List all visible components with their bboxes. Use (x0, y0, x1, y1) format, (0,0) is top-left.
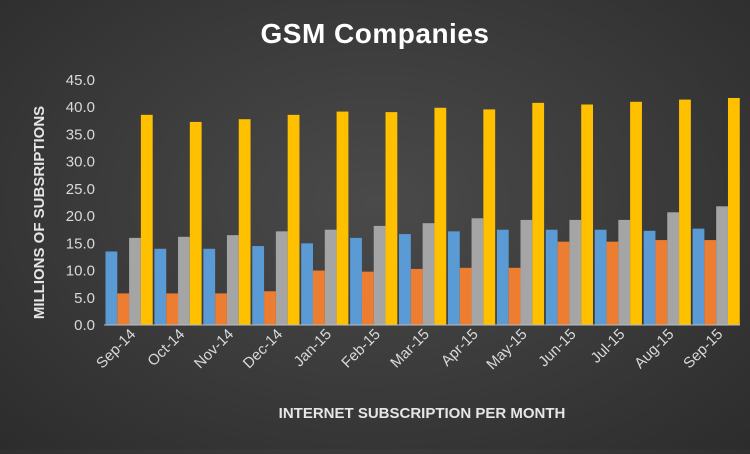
bar (275, 231, 288, 325)
bar (189, 121, 202, 325)
bar (312, 270, 325, 325)
bar (140, 114, 153, 325)
bar (594, 229, 607, 325)
x-tick-label: Sep-15 (680, 326, 726, 372)
bar (483, 109, 496, 326)
bar (301, 243, 313, 325)
y-tick-label: 45.0 (66, 72, 95, 89)
bar (447, 231, 460, 325)
y-tick-label: 15.0 (66, 235, 95, 252)
bar (434, 107, 447, 326)
x-tick-label: Dec-14 (240, 326, 286, 372)
bar (399, 234, 411, 325)
x-tick-label: Sep-14 (93, 326, 139, 372)
bar (410, 268, 423, 325)
bar (532, 102, 545, 325)
x-tick-label: May-15 (483, 326, 530, 373)
bar (215, 293, 227, 325)
x-tick-label: Jan-15 (291, 326, 335, 370)
bar (324, 229, 337, 325)
bar (643, 230, 656, 325)
bar (471, 218, 484, 325)
bar (287, 114, 300, 325)
x-tick-label: Mar-15 (387, 326, 433, 372)
x-tick-label: Apr-15 (438, 326, 482, 370)
x-tick-label: Oct-14 (144, 326, 188, 370)
y-tick-label: 20.0 (66, 208, 95, 225)
x-tick-label: Nov-14 (191, 326, 237, 372)
bar (154, 248, 167, 325)
bar (679, 99, 691, 325)
y-tick-label: 30.0 (66, 154, 95, 171)
y-tick-label: 10.0 (66, 263, 95, 280)
y-tick-label: 25.0 (66, 181, 95, 198)
bar (166, 293, 179, 325)
chart-title: GSM Companies (260, 18, 490, 49)
bar (361, 271, 374, 325)
bar (569, 219, 582, 325)
bar (520, 219, 533, 325)
bar (581, 104, 594, 325)
bar (203, 248, 216, 325)
bar (630, 101, 642, 326)
bar (117, 293, 130, 325)
bar (606, 241, 619, 325)
bar (692, 228, 705, 325)
x-tick-label: Aug-15 (631, 326, 677, 372)
x-tick-label: Jun-15 (535, 326, 579, 370)
bar (508, 267, 521, 325)
bar (618, 219, 631, 325)
y-tick-label: 35.0 (66, 126, 95, 143)
x-tick-label: Jul-15 (588, 326, 629, 367)
bar (716, 206, 728, 325)
bar (557, 241, 570, 325)
bar (373, 225, 386, 325)
x-axis-title: INTERNET SUBSCRIPTION PER MONTH (279, 405, 566, 422)
bar (238, 119, 251, 325)
bar (545, 229, 558, 325)
y-tick-label: 5.0 (74, 290, 95, 307)
bar (264, 291, 276, 325)
bar (704, 240, 717, 325)
bar (385, 112, 398, 325)
bar (226, 235, 239, 325)
bar (655, 240, 668, 325)
y-axis-title: MILLIONS OF SUBSRIPTIONS (31, 106, 48, 319)
x-tick-label: Feb-15 (338, 326, 384, 372)
bar (350, 237, 362, 325)
bar (496, 229, 509, 325)
bar (727, 97, 740, 325)
bar (336, 111, 349, 325)
bar (252, 246, 265, 325)
y-tick-label: 40.0 (66, 99, 95, 116)
bar (105, 251, 118, 325)
bar (667, 212, 680, 325)
y-tick-label: 0.0 (74, 317, 95, 334)
bar (129, 237, 141, 325)
bar (422, 223, 435, 325)
bar (178, 236, 190, 325)
bar (459, 267, 472, 325)
